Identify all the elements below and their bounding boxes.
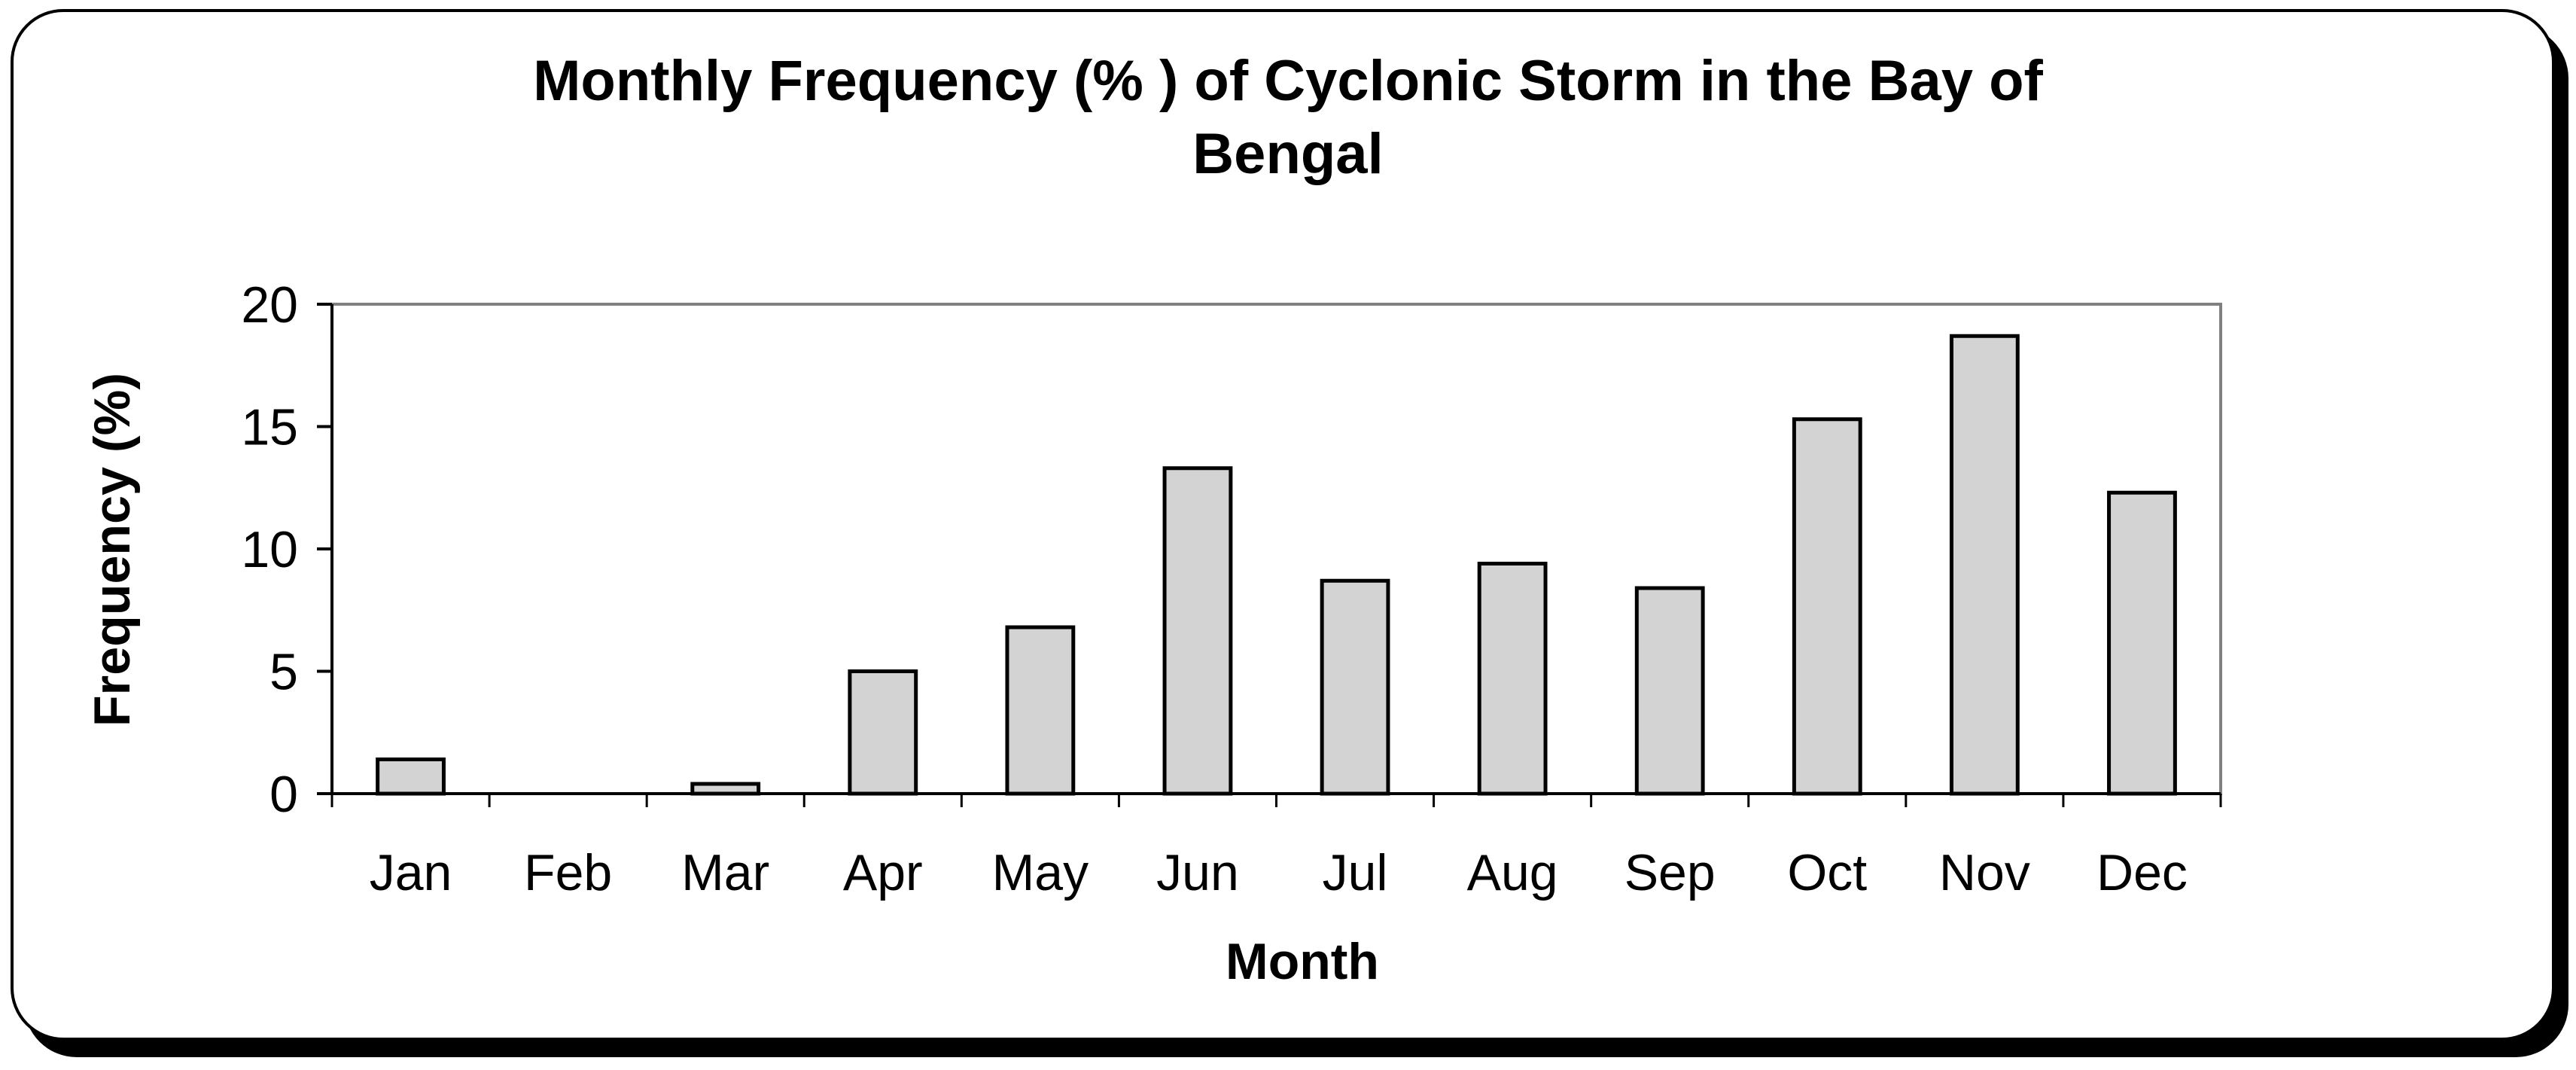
bar-dec [2107, 490, 2177, 796]
x-tick-label-feb: Feb [524, 844, 612, 901]
x-tick-label-sep: Sep [1624, 844, 1716, 901]
y-axis-title: Frequency (%) [84, 373, 141, 727]
chart-title-line-1: Monthly Frequency (% ) of Cyclonic Storm… [533, 49, 2043, 113]
y-tick-label: 0 [269, 766, 298, 823]
x-tick-label-may: May [992, 844, 1089, 901]
y-tick-label: 5 [269, 644, 298, 701]
bar-sep [1634, 586, 1705, 796]
bar-nov [1949, 334, 2020, 796]
y-tick-label: 20 [241, 276, 298, 334]
x-tick-label-oct: Oct [1787, 844, 1867, 901]
bar-jun [1162, 466, 1233, 796]
x-tick-label-jul: Jul [1323, 844, 1388, 901]
bar-jan [376, 758, 446, 796]
bar-aug [1477, 562, 1548, 796]
x-tick-label-nov: Nov [1939, 844, 2030, 901]
bar-jul [1320, 578, 1390, 796]
x-tick-label-mar: Mar [681, 844, 769, 901]
bar-may [1005, 625, 1076, 796]
plot-area [330, 303, 2222, 795]
x-tick-label-dec: Dec [2096, 844, 2188, 901]
x-tick-label-aug: Aug [1467, 844, 1558, 901]
x-tick-label-apr: Apr [843, 844, 923, 901]
bar-apr [848, 669, 918, 796]
x-tick-label-jun: Jun [1156, 844, 1239, 901]
chart-title-line-2: Bengal [1192, 122, 1383, 186]
x-axis-title: Month [1226, 933, 1379, 990]
bars-layer [376, 334, 2177, 796]
y-tick-label: 10 [241, 521, 298, 578]
bar-oct [1792, 417, 1862, 796]
axes-layer: Jan Feb Mar Apr May Jun Jul Aug Sep Oct Nov Dec 0 5 10… [241, 276, 2222, 901]
x-tick-label-jan: Jan [370, 844, 452, 901]
y-tick-label: 15 [241, 399, 298, 456]
